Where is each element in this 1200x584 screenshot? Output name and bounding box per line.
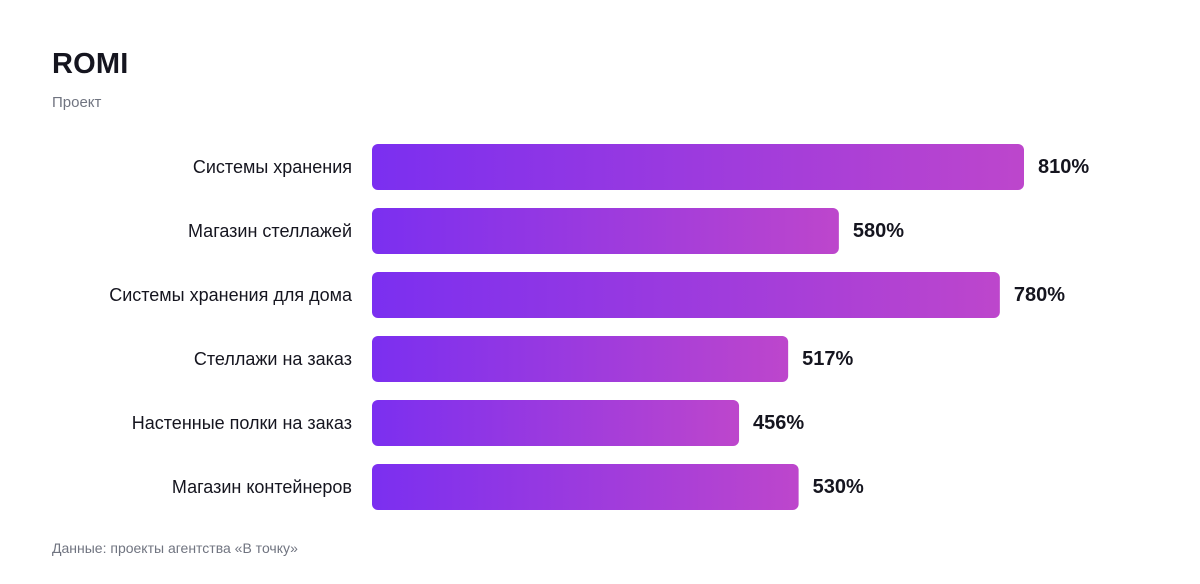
value-label: 456% [753,412,804,434]
value-label: 530% [813,476,864,498]
bar [372,144,1024,190]
bar [372,272,1000,318]
bar [372,464,799,510]
bars-group: Системы хранения 810% Магазин стеллажей 580… [109,144,1089,510]
bar [372,336,789,382]
category-label: Магазин контейнеров [172,477,352,497]
bar [372,208,839,254]
value-label: 517% [802,348,853,370]
value-label: 580% [853,220,904,242]
category-label: Стеллажи на заказ [194,349,352,369]
chart-subtitle: Проект [52,94,102,111]
value-label: 780% [1014,284,1065,306]
value-label: 810% [1038,156,1089,178]
category-label: Настенные полки на заказ [132,413,352,433]
category-label: Системы хранения [193,157,352,177]
category-label: Системы хранения для дома [109,285,353,305]
bar [372,400,740,446]
data-source-note: Данные: проекты агентства «В точку» [52,540,298,556]
chart-title: ROMI [52,48,129,80]
category-label: Магазин стеллажей [188,221,352,241]
